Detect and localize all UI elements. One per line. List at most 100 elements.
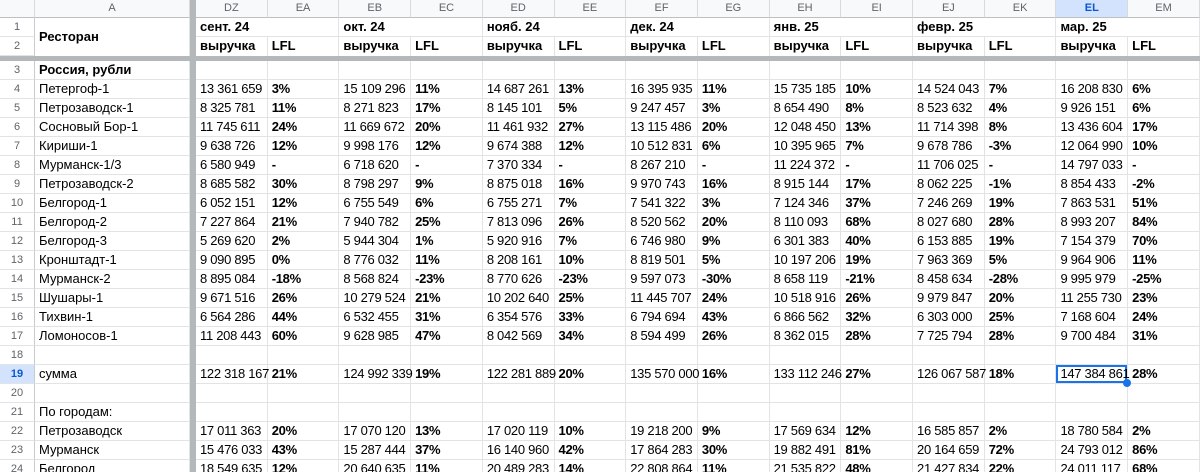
cell-ek6[interactable]: 8%: [984, 118, 1057, 137]
column-header-ef[interactable]: EF: [626, 0, 698, 18]
cell-ef5[interactable]: 9 247 457: [626, 99, 698, 118]
cell-ec11[interactable]: 25%: [411, 213, 483, 232]
cell-ei4[interactable]: 10%: [841, 80, 914, 99]
cell-ea9[interactable]: 30%: [267, 175, 340, 194]
cell-dz20[interactable]: [196, 384, 268, 403]
cell-ed8[interactable]: 7 370 334: [482, 156, 555, 175]
cell-eh5[interactable]: 8 654 490: [769, 99, 842, 118]
cell-ej5[interactable]: 8 523 632: [913, 99, 985, 118]
cell-ej23[interactable]: 20 164 659: [913, 441, 985, 460]
cell-el17[interactable]: 9 700 484: [1056, 327, 1129, 346]
cell-ed10[interactable]: 6 755 271: [482, 194, 555, 213]
cell-eh24[interactable]: 21 535 822: [770, 460, 842, 472]
cell-a10[interactable]: Белгород-1: [35, 194, 190, 213]
cell-dz16[interactable]: 6 564 286: [196, 308, 268, 327]
cell-eg21[interactable]: [697, 403, 770, 422]
cell-eg6[interactable]: 20%: [697, 118, 770, 137]
cell-eh9[interactable]: 8 915 144: [769, 175, 842, 194]
cell-ea24[interactable]: 12%: [268, 460, 340, 472]
column-header-ej[interactable]: EJ: [913, 0, 985, 18]
cell-dz8[interactable]: 6 580 949: [196, 156, 268, 175]
cell-ei21[interactable]: [841, 403, 914, 422]
cell-ej15[interactable]: 9 979 847: [913, 289, 985, 308]
cell-ee22[interactable]: 10%: [554, 422, 627, 441]
cell-em8[interactable]: -: [1128, 156, 1200, 175]
cell-ed14[interactable]: 8 770 626: [482, 270, 555, 289]
cell-ee23[interactable]: 42%: [554, 441, 627, 460]
cell-eg15[interactable]: 24%: [697, 289, 770, 308]
cell-ek22[interactable]: 2%: [984, 422, 1057, 441]
restaurant-column-header[interactable]: Ресторан: [35, 18, 190, 56]
month-header-6[interactable]: мар. 25: [1056, 18, 1200, 37]
lfl-label[interactable]: LFL: [985, 37, 1057, 56]
cell-ej18[interactable]: [913, 346, 985, 365]
cell-dz15[interactable]: 9 671 516: [196, 289, 268, 308]
cell-ed3[interactable]: [482, 61, 555, 80]
column-header-ek[interactable]: EK: [984, 0, 1057, 18]
cell-em9[interactable]: -2%: [1128, 175, 1200, 194]
row-header-15[interactable]: 15: [0, 289, 35, 308]
cell-dz11[interactable]: 7 227 864: [196, 213, 268, 232]
cell-ed22[interactable]: 17 020 119: [482, 422, 555, 441]
cell-el24[interactable]: 24 011 117: [1056, 460, 1129, 472]
cell-ek12[interactable]: 19%: [984, 232, 1057, 251]
cell-em4[interactable]: 6%: [1128, 80, 1200, 99]
cell-eb21[interactable]: [339, 403, 412, 422]
cell-eg19[interactable]: 16%: [697, 365, 770, 384]
cell-ef6[interactable]: 13 115 486: [626, 118, 698, 137]
cell-ee20[interactable]: [554, 384, 627, 403]
cell-ei7[interactable]: 7%: [841, 137, 914, 156]
cell-ek15[interactable]: 20%: [984, 289, 1057, 308]
cell-ee11[interactable]: 26%: [554, 213, 627, 232]
cell-eh22[interactable]: 17 569 634: [769, 422, 842, 441]
cell-eb7[interactable]: 9 998 176: [339, 137, 412, 156]
cell-eh7[interactable]: 10 395 965: [769, 137, 842, 156]
cell-eg16[interactable]: 43%: [697, 308, 770, 327]
cell-ei9[interactable]: 17%: [841, 175, 914, 194]
cell-dz14[interactable]: 8 895 084: [196, 270, 268, 289]
fill-handle[interactable]: [1123, 379, 1132, 387]
lfl-label[interactable]: LFL: [698, 37, 770, 56]
cell-ek17[interactable]: 28%: [984, 327, 1057, 346]
month-header-4[interactable]: янв. 25: [769, 18, 914, 37]
column-header-ee[interactable]: EE: [554, 0, 627, 18]
cell-el9[interactable]: 8 854 433: [1056, 175, 1129, 194]
column-header-em[interactable]: EM: [1128, 0, 1200, 18]
cell-ee14[interactable]: -23%: [554, 270, 627, 289]
cell-el18[interactable]: [1056, 346, 1129, 365]
cell-ec18[interactable]: [411, 346, 483, 365]
cell-ee15[interactable]: 25%: [554, 289, 627, 308]
cell-ed13[interactable]: 8 208 161: [482, 251, 555, 270]
cell-ec6[interactable]: 20%: [411, 118, 483, 137]
cell-ee9[interactable]: 16%: [554, 175, 627, 194]
cell-el3[interactable]: [1056, 61, 1129, 80]
cell-eg17[interactable]: 26%: [697, 327, 770, 346]
cell-a14[interactable]: Мурманск-2: [35, 270, 190, 289]
cell-ei10[interactable]: 37%: [841, 194, 914, 213]
cell-ej4[interactable]: 14 524 043: [913, 80, 985, 99]
cell-eh14[interactable]: 8 658 119: [769, 270, 842, 289]
cell-ec21[interactable]: [411, 403, 483, 422]
cell-ei14[interactable]: -21%: [841, 270, 914, 289]
cell-ei20[interactable]: [841, 384, 914, 403]
cell-ea7[interactable]: 12%: [267, 137, 340, 156]
cell-ea6[interactable]: 24%: [267, 118, 340, 137]
cell-ee4[interactable]: 13%: [554, 80, 627, 99]
cell-eb22[interactable]: 17 070 120: [339, 422, 412, 441]
cell-ec9[interactable]: 9%: [411, 175, 483, 194]
cell-ek14[interactable]: -28%: [984, 270, 1057, 289]
cell-em19[interactable]: 28%: [1128, 365, 1200, 384]
cell-em15[interactable]: 23%: [1128, 289, 1200, 308]
cell-eh4[interactable]: 15 735 185: [769, 80, 842, 99]
cell-ea4[interactable]: 3%: [267, 80, 340, 99]
column-header-a[interactable]: A: [35, 0, 190, 18]
cell-ec19[interactable]: 19%: [411, 365, 483, 384]
cell-el16[interactable]: 7 168 604: [1056, 308, 1129, 327]
lfl-label[interactable]: LFL: [268, 37, 340, 56]
cell-a13[interactable]: Кронштадт-1: [35, 251, 190, 270]
cell-ea22[interactable]: 20%: [267, 422, 340, 441]
revenue-label[interactable]: выручка: [339, 37, 412, 56]
cell-dz7[interactable]: 9 638 726: [196, 137, 268, 156]
cell-ec5[interactable]: 17%: [411, 99, 483, 118]
cell-el23[interactable]: 24 793 012: [1056, 441, 1129, 460]
